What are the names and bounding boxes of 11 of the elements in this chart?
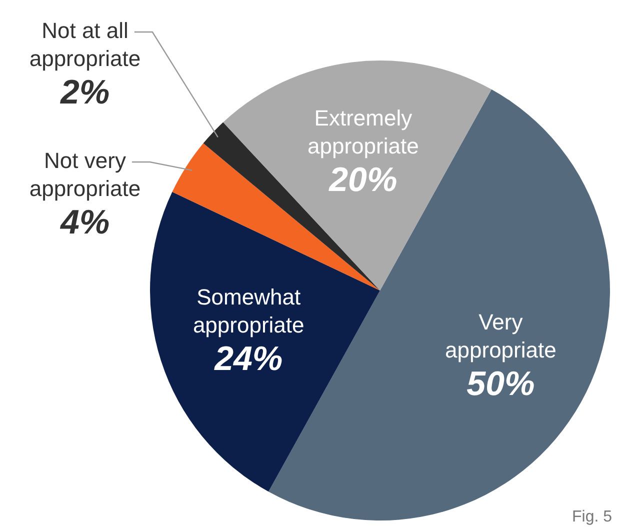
- data-label: 20%: [328, 160, 398, 199]
- slice-label: Somewhat appropriate: [192, 284, 304, 338]
- data-label: 24%: [214, 340, 283, 378]
- data-label: 4%: [59, 203, 110, 242]
- slice-label: Not at all appropriate: [29, 18, 141, 72]
- data-label: 50%: [466, 364, 535, 403]
- slice-label: Not very appropriate: [29, 148, 141, 202]
- slice-label: Extremely appropriate: [308, 106, 419, 159]
- data-label: 2%: [59, 73, 110, 112]
- caption: Fig. 5: [572, 508, 612, 526]
- slice-label: Very appropriate: [445, 309, 556, 362]
